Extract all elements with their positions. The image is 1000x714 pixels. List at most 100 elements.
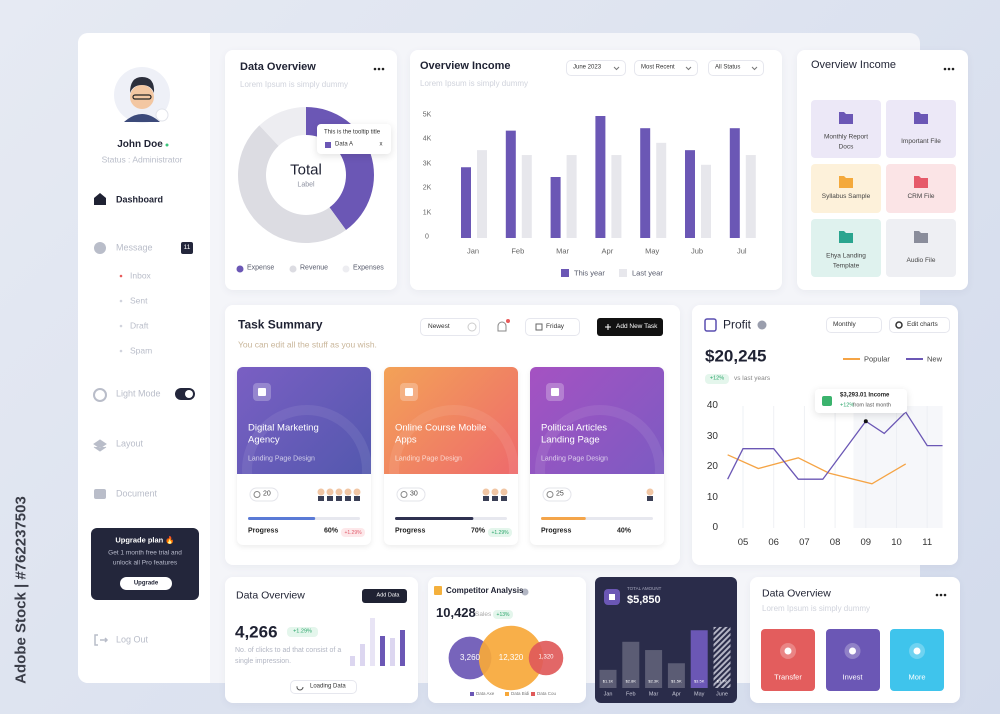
file-tile[interactable] bbox=[886, 219, 956, 277]
file-label[interactable]: CRM File bbox=[907, 193, 935, 201]
file-label[interactable]: Ehya Landing Template bbox=[826, 252, 866, 269]
document-icon bbox=[94, 489, 106, 499]
filter-dropdown[interactable] bbox=[708, 60, 764, 76]
action-tile[interactable] bbox=[825, 629, 880, 691]
action-label[interactable]: More bbox=[908, 672, 926, 682]
competitor-value: 10,428 bbox=[436, 604, 476, 620]
legend-label: Last year bbox=[632, 268, 663, 278]
bar bbox=[566, 155, 577, 238]
file-label[interactable]: Important File bbox=[901, 138, 941, 146]
dropdown-chevron bbox=[613, 66, 620, 71]
submenu-item[interactable]: Spam bbox=[130, 345, 153, 356]
donut-segment bbox=[259, 107, 306, 146]
nav-document[interactable]: Document bbox=[116, 488, 158, 499]
y-tick-label: 10 bbox=[706, 491, 718, 503]
period-label[interactable]: Monthly bbox=[833, 320, 856, 328]
card-title: Task Summary bbox=[238, 317, 323, 332]
filter-label[interactable]: June 2023 bbox=[573, 64, 602, 71]
progress-percent: 40% bbox=[616, 527, 631, 535]
edit-button[interactable] bbox=[889, 317, 950, 333]
add-data-label[interactable]: Add Data bbox=[376, 592, 400, 599]
progress-fill bbox=[248, 517, 316, 520]
header-pattern bbox=[242, 405, 372, 535]
competitor-change: +13% bbox=[496, 611, 510, 618]
edit-label[interactable]: Edit charts bbox=[907, 320, 938, 328]
progress-label: Progress bbox=[395, 527, 426, 535]
submenu-item[interactable]: Sent bbox=[130, 295, 148, 306]
file-tile[interactable] bbox=[811, 219, 881, 277]
mini-bar bbox=[400, 630, 405, 666]
action-label[interactable]: Transfer bbox=[774, 672, 802, 682]
bar bbox=[729, 128, 740, 238]
count-icon bbox=[546, 491, 554, 498]
bar bbox=[745, 155, 756, 238]
action-label[interactable]: Invest bbox=[842, 672, 863, 682]
file-tile[interactable] bbox=[886, 164, 956, 213]
folder-icon bbox=[914, 231, 928, 243]
upgrade-button[interactable] bbox=[120, 577, 172, 590]
bar-value-label: $3.5K bbox=[693, 678, 705, 684]
period-dropdown[interactable] bbox=[826, 317, 882, 333]
action-tile[interactable] bbox=[890, 629, 944, 691]
tooltip-close[interactable]: x bbox=[379, 141, 383, 148]
add-task-button[interactable] bbox=[597, 318, 663, 336]
submenu-item[interactable]: Draft bbox=[130, 320, 149, 331]
file-label[interactable]: Audio File bbox=[906, 257, 936, 265]
nav-message[interactable]: Message bbox=[116, 242, 153, 253]
bar-value-label: $2.8K bbox=[625, 678, 637, 684]
count-icon bbox=[400, 491, 408, 498]
member-avatar bbox=[326, 488, 334, 496]
x-tick-label: May bbox=[693, 691, 705, 698]
x-tick-label: 08 bbox=[829, 537, 841, 549]
bar bbox=[645, 650, 663, 688]
member-body bbox=[354, 496, 360, 501]
nav-layout[interactable]: Layout bbox=[116, 438, 144, 449]
loading-pill[interactable] bbox=[290, 680, 357, 694]
change-badge-label: +1.29% bbox=[344, 529, 362, 536]
file-label[interactable]: Syllabus Sample bbox=[821, 193, 871, 201]
file-tile[interactable] bbox=[811, 164, 881, 213]
folder-icon bbox=[839, 176, 853, 188]
x-tick-label: 10 bbox=[891, 537, 902, 549]
file-label[interactable]: Monthly Report Docs bbox=[823, 133, 869, 150]
filter-dropdown[interactable] bbox=[566, 60, 626, 76]
upgrade-button-label[interactable]: Upgrade bbox=[133, 579, 159, 586]
y-tick-label: 3K bbox=[422, 160, 432, 168]
amount-label: TOTAL AMOUNT bbox=[627, 586, 662, 592]
action-tile[interactable] bbox=[761, 629, 815, 691]
add-data-button[interactable] bbox=[362, 589, 407, 603]
filter-dropdown[interactable] bbox=[634, 60, 698, 76]
day-label[interactable]: Friday bbox=[546, 322, 565, 330]
donut-center-label: Label bbox=[297, 181, 315, 189]
tooltip-note: from last month bbox=[853, 402, 891, 409]
file-tile[interactable] bbox=[811, 100, 881, 158]
submenu-item[interactable]: Inbox bbox=[130, 270, 151, 281]
legend-label: Revenue bbox=[300, 264, 329, 272]
bar-value-label: $2.3K bbox=[648, 678, 659, 684]
add-task-label[interactable]: Add New Task bbox=[616, 322, 658, 330]
sort-dropdown[interactable] bbox=[420, 318, 480, 336]
file-tile[interactable] bbox=[886, 100, 956, 158]
line-series bbox=[727, 411, 943, 480]
clicks-change-badge bbox=[287, 627, 318, 637]
sort-label[interactable]: Newest bbox=[428, 322, 450, 330]
filter-label[interactable]: Most Recent bbox=[641, 64, 675, 71]
x-tick-label: 06 bbox=[768, 537, 779, 549]
clicks-value: 4,266 bbox=[235, 622, 278, 642]
day-dropdown[interactable] bbox=[525, 318, 580, 336]
mini-bar bbox=[390, 638, 395, 666]
bar bbox=[656, 142, 667, 238]
folder-icon bbox=[839, 112, 853, 124]
bell-icon bbox=[497, 321, 507, 332]
gear-icon bbox=[895, 321, 903, 329]
filter-label[interactable]: All Status bbox=[715, 64, 741, 71]
task-subtitle: Landing Page Design bbox=[248, 455, 315, 463]
nav-dashboard[interactable]: Dashboard bbox=[116, 194, 164, 205]
card-title: Competitor Analysis bbox=[446, 586, 524, 595]
nav-logout[interactable]: Log Out bbox=[116, 634, 149, 645]
member-body bbox=[483, 496, 489, 501]
y-tick-label: 2K bbox=[422, 184, 432, 192]
card-subtitle: Lorem Ipsum is simply dummy bbox=[240, 80, 349, 89]
